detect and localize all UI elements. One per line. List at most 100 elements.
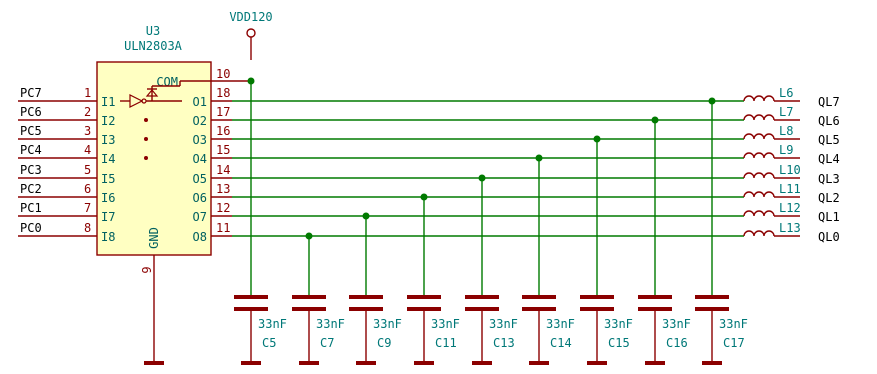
input-pin-number: 5 [84,163,91,177]
buffer-triangle-icon [129,94,144,108]
output-pin-name: O8 [193,230,207,244]
input-pin-name: I3 [101,133,115,147]
junction-dot [362,212,370,220]
inductor-ref: L7 [779,105,793,119]
capacitor-branches: 33nF C5 33nF C7 33nF C9 33nF C11 [234,77,748,365]
output-pins: O1 18 O2 17 O3 16 O4 15 O5 14 O6 13 O7 12 O8 11 [193,86,231,244]
ic-ref: U3 [146,24,160,38]
input-pin-name: I4 [101,152,115,166]
input-pin-name: I6 [101,191,115,205]
input-pin-name: I5 [101,172,115,186]
vdd-power-symbol: VDD120 [229,10,273,60]
input-net-label: PC4 [20,143,42,157]
capacitor: 33nF C5 [234,77,287,365]
capacitor-value: 33nF [489,317,518,331]
output-row: L9 QL4 [211,143,840,166]
output-pin-number: 13 [216,182,230,196]
com-label: COM [156,75,178,89]
input-pin-number: 8 [84,221,91,235]
output-net-label: QL7 [818,95,840,109]
input-pin-name: I7 [101,210,115,224]
output-row: L13 QL0 [211,221,840,244]
output-pin-number: 18 [216,86,230,100]
capacitor-ref: C13 [493,336,515,350]
output-pin-number: 14 [216,163,230,177]
input-net-label: PC6 [20,105,42,119]
input-row: PC6 2 I2 [18,105,115,128]
input-pin-name: I8 [101,230,115,244]
output-net-label: QL3 [818,172,840,186]
output-net-label: QL6 [818,114,840,128]
output-pin-number: 12 [216,201,230,215]
input-pin-name: I2 [101,114,115,128]
input-rows: PC7 1I1 PC6 2I2 PC5 3I3 PC4 4I4 PC3 5I5 PC2 6I… [18,86,115,244]
output-net-label: QL0 [818,230,840,244]
ic-body [96,61,212,256]
capacitor-value: 33nF [431,317,460,331]
output-row: L8 QL5 [211,124,840,147]
output-pin-name: O7 [193,210,207,224]
input-pin-number: 3 [84,124,91,138]
inductor-ref: L9 [779,143,793,157]
inductor-coil-icon [743,191,775,198]
vdd-label: VDD120 [229,10,272,24]
capacitor-value: 33nF [604,317,633,331]
capacitor-value: 33nF [258,317,287,331]
com-pin-number: 10 [216,67,230,81]
input-row: PC4 4 I4 [18,143,115,166]
inductor-ref: L11 [779,182,801,196]
output-net-label: QL5 [818,133,840,147]
inductor-coil-icon [743,114,775,121]
input-pin-number: 2 [84,105,91,119]
capacitor-value: 33nF [546,317,575,331]
output-pin-name: O2 [193,114,207,128]
junction-dot [708,97,716,105]
buffer-diode-symbol [120,81,182,160]
capacitor-value: 33nF [662,317,691,331]
capacitor: 33nF C7 [292,232,345,365]
output-row: L6 QL7 [211,86,840,109]
output-pin-name: O1 [193,95,207,109]
diode-icon [145,89,159,97]
gnd-label: GND [147,227,161,249]
inductor-ref: L8 [779,124,793,138]
output-rows: L6 QL7 L7 QL6 L8 QL5 L9 QL4 L10 QL3 L11 QL2 L1… [211,86,840,244]
inductor-coil-icon [743,210,775,217]
output-net-label: QL4 [818,152,840,166]
input-row: PC7 1 I1 [18,86,115,109]
capacitor-value: 33nF [316,317,345,331]
output-pin-name: O4 [193,152,207,166]
capacitor: 33nF C15 [580,135,633,365]
junction-dot [420,193,428,201]
input-net-label: PC2 [20,182,42,196]
output-pin-number: 16 [216,124,230,138]
capacitor-ref: C11 [435,336,457,350]
input-row: PC2 6 I6 [18,182,115,205]
inductor-coil-icon [743,133,775,140]
output-pin-number: 11 [216,221,230,235]
input-row: PC5 3 I3 [18,124,115,147]
output-net-label: QL1 [818,210,840,224]
inductor-ref: L13 [779,221,801,235]
input-net-label: PC0 [20,221,42,235]
input-pin-number: 7 [84,201,91,215]
output-row: L7 QL6 [211,105,840,128]
inductor-coil-icon [743,152,775,159]
input-row: PC3 5 I5 [18,163,115,186]
input-pin-name: I1 [101,95,115,109]
inductor-coil-icon [743,172,775,179]
capacitor-ref: C16 [666,336,688,350]
output-pin-number: 17 [216,105,230,119]
capacitor: 33nF C9 [349,212,402,365]
input-net-label: PC1 [20,201,42,215]
output-pin-number: 15 [216,143,230,157]
junction-dot [593,135,601,143]
output-pin-name: O5 [193,172,207,186]
capacitor-ref: C9 [377,336,391,350]
output-pin-name: O3 [193,133,207,147]
junction-dot [247,77,255,85]
input-pin-number: 1 [84,86,91,100]
ellipsis-dot [144,156,148,160]
junction-dot [535,154,543,162]
